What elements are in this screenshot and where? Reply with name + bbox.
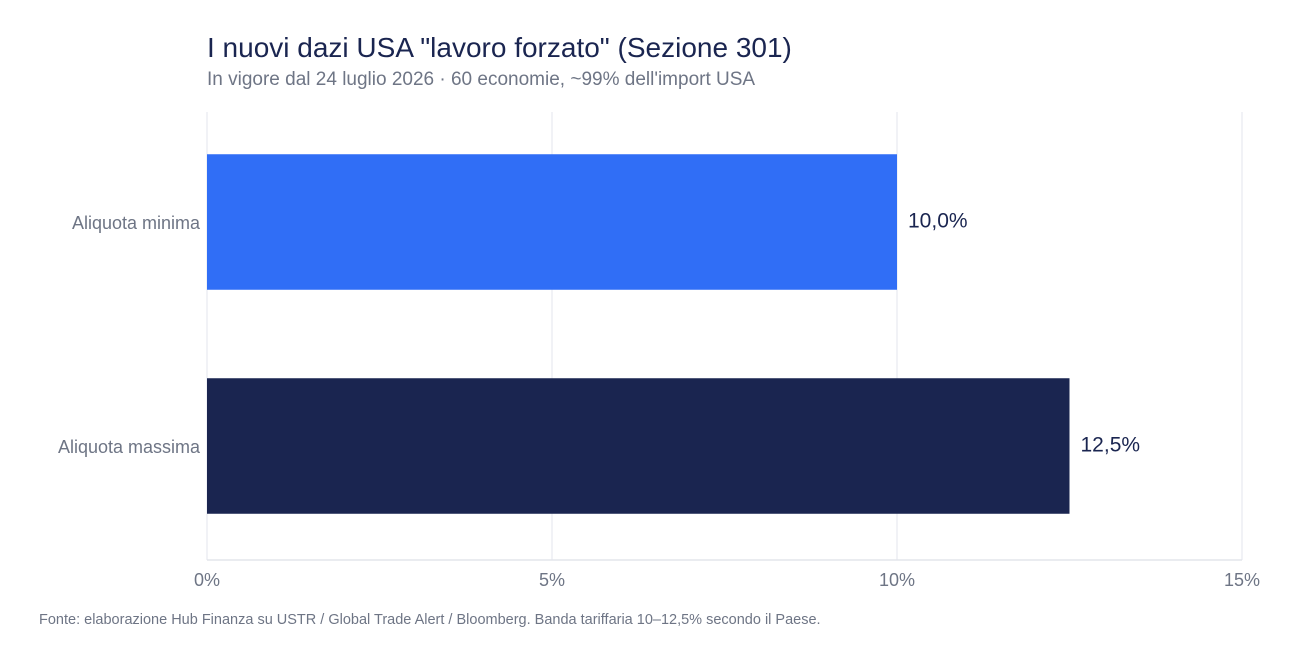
category-label-0: Aliquota minima bbox=[72, 213, 201, 233]
chart-title: I nuovi dazi USA "lavoro forzato" (Sezio… bbox=[207, 32, 792, 63]
x-tick-label-0: 0% bbox=[194, 570, 220, 590]
value-label-0: 10,0% bbox=[908, 210, 968, 233]
chart-subtitle: In vigore dal 24 luglio 2026 · 60 econom… bbox=[207, 69, 756, 90]
source-note: Fonte: elaborazione Hub Finanza su USTR … bbox=[39, 612, 821, 628]
category-label-1: Aliquota massima bbox=[58, 437, 201, 457]
bar-1 bbox=[207, 378, 1070, 514]
value-label-1: 12,5% bbox=[1081, 434, 1141, 457]
x-tick-label-1: 5% bbox=[539, 570, 565, 590]
x-tick-label-3: 15% bbox=[1224, 570, 1260, 590]
x-tick-label-2: 10% bbox=[879, 570, 915, 590]
bar-0 bbox=[207, 154, 897, 290]
